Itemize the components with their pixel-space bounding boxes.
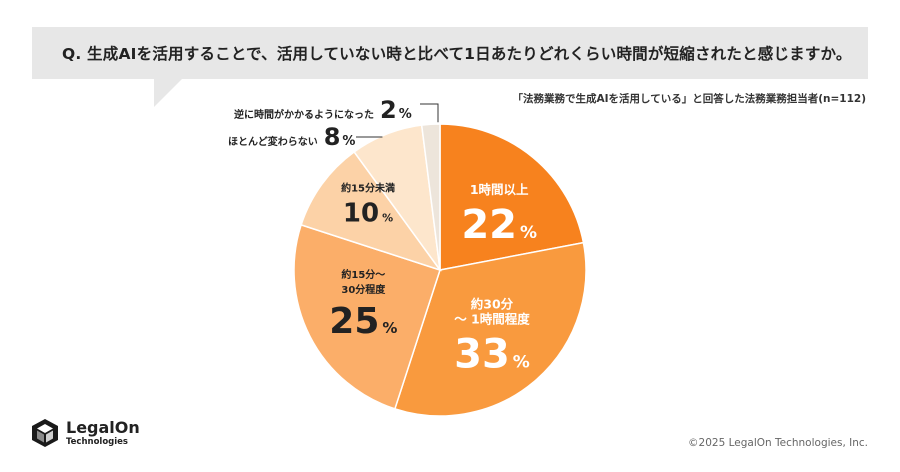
slice-category-label: 約15分～ bbox=[341, 268, 385, 281]
slice-label-0: 1時間以上 22% bbox=[461, 182, 537, 248]
question-banner: Q. 生成AIを活用することで、活用していない時と比べて1日あたりどれくらい時間… bbox=[32, 27, 868, 107]
slice-value-label: 22% bbox=[461, 202, 537, 248]
pie-slice-0 bbox=[439, 123, 585, 271]
outside-label-slower: 逆に時間がかかるようになった 2 % bbox=[234, 96, 412, 124]
slice-value-label: 33% bbox=[454, 332, 530, 378]
slice-category-label: 30分程度 bbox=[341, 283, 386, 296]
slice-label-1: 約30分～ 1時間程度 33% bbox=[454, 297, 530, 378]
outside-label-unit: % bbox=[342, 134, 356, 149]
respondent-note: 「法務業務で生成AIを活用している」と回答した法務業務担当者(n=112) bbox=[512, 93, 866, 105]
outside-label-unit: % bbox=[398, 107, 412, 122]
outside-label-text: ほとんど変わらない bbox=[228, 137, 318, 148]
legalon-logo-icon bbox=[32, 419, 58, 447]
logo-subtitle: Technologies bbox=[66, 436, 128, 447]
slice-category-label: 約30分 bbox=[471, 297, 514, 312]
slice-category-label: 1時間以上 bbox=[470, 182, 529, 197]
pie-slice-3 bbox=[300, 150, 442, 272]
copyright: ©2025 LegalOn Technologies, Inc. bbox=[688, 437, 868, 449]
slice-value-label: 10% bbox=[343, 198, 393, 228]
outside-label-text: 逆に時間がかかるようになった bbox=[234, 110, 374, 121]
slice-category-label: ～ 1時間程度 bbox=[454, 312, 530, 327]
pie-slice-2 bbox=[293, 223, 441, 410]
pie-slice-1 bbox=[393, 241, 587, 417]
leader-line-slower bbox=[420, 103, 439, 123]
slice-category-label: 約15分未満 bbox=[341, 181, 395, 194]
slice-value-label: 25% bbox=[329, 301, 397, 342]
outside-label-value: 2 bbox=[380, 96, 397, 124]
outside-label-value: 8 bbox=[323, 123, 341, 151]
speech-bubble-tail bbox=[154, 79, 182, 107]
company-logo: LegalOn Technologies bbox=[30, 418, 140, 448]
pie-slice-5 bbox=[420, 123, 441, 271]
slice-label-2: 約15分～ 30分程度 25% bbox=[329, 268, 397, 342]
logo-name: LegalOn bbox=[66, 417, 140, 437]
slice-label-3: 約15分未満 10% bbox=[341, 181, 395, 228]
outside-label-no-change: ほとんど変わらない 8 % bbox=[228, 123, 355, 151]
question-text: Q. 生成AIを活用することで、活用していない時と比べて1日あたりどれくらい時間… bbox=[62, 45, 852, 63]
